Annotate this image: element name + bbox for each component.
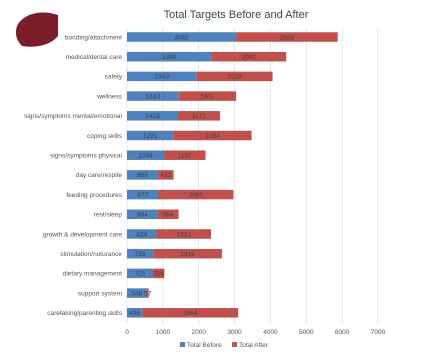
data-label-after: 316 bbox=[153, 271, 164, 278]
category-label: growth & development care bbox=[43, 231, 123, 238]
bar-after bbox=[156, 229, 212, 239]
data-label-before: 1943 bbox=[155, 74, 170, 81]
bar-after bbox=[157, 209, 179, 220]
data-label-after: 1919 bbox=[180, 251, 195, 258]
bar-after bbox=[196, 71, 273, 82]
category-label: rest/sleep bbox=[94, 212, 123, 219]
bar-after bbox=[158, 189, 234, 200]
bar-before bbox=[127, 209, 158, 220]
category-label: caretaking/parenting skills bbox=[47, 310, 123, 317]
bar-after bbox=[211, 51, 287, 62]
category-label: signs/symptoms physical bbox=[50, 153, 122, 160]
data-label-before: 824 bbox=[136, 231, 147, 238]
x-tick-label: 4000 bbox=[263, 329, 278, 336]
category-label: support system bbox=[78, 290, 122, 297]
category-label: signs/symptoms mental/emotional bbox=[24, 113, 122, 120]
x-tick-label: 5000 bbox=[299, 329, 314, 336]
data-label-before: 866 bbox=[137, 172, 148, 179]
category-label: bonding/attachment bbox=[65, 34, 122, 41]
data-label-after: 1171 bbox=[192, 113, 206, 120]
bar-before bbox=[127, 150, 165, 160]
bar-before bbox=[127, 248, 154, 259]
data-label-after: 57 bbox=[144, 290, 152, 297]
category-label: safety bbox=[105, 74, 123, 81]
category-label: day care/respite bbox=[76, 172, 123, 179]
data-label-after: 2664 bbox=[183, 310, 198, 317]
bar-before bbox=[127, 91, 179, 101]
data-label-before: 1291 bbox=[143, 133, 158, 140]
data-label-after: 2116 bbox=[228, 74, 242, 81]
data-label-before: 854 bbox=[137, 212, 148, 219]
data-label-after: 1601 bbox=[200, 93, 215, 100]
bar-before bbox=[127, 32, 237, 42]
bar-after bbox=[178, 111, 221, 121]
data-label-before: 729 bbox=[135, 251, 146, 258]
data-label-after: 2092 bbox=[241, 54, 256, 61]
bar-after bbox=[164, 150, 206, 160]
x-tick-label: 1000 bbox=[156, 329, 171, 336]
data-label-before: 1423 bbox=[145, 113, 160, 120]
category-label: wellness bbox=[96, 93, 123, 100]
x-tick-label: 2000 bbox=[191, 329, 206, 336]
bar-after bbox=[236, 32, 338, 42]
bar-before bbox=[127, 111, 179, 121]
bar-before bbox=[127, 268, 153, 279]
bar-before bbox=[127, 51, 212, 62]
bar-after bbox=[146, 288, 149, 298]
category-label: feeding procedures bbox=[66, 192, 122, 199]
data-label-before: 877 bbox=[137, 192, 148, 199]
bar-after bbox=[158, 170, 174, 180]
legend-label-after: Total After bbox=[239, 342, 269, 349]
data-labels: 3042 2833 2348 2092 1943 2116 1443 1601 1423 1171… bbox=[129, 34, 294, 317]
legend: Total Before Total After bbox=[180, 342, 269, 349]
category-label: medical/dental care bbox=[66, 54, 123, 61]
bar-after bbox=[142, 308, 239, 318]
bar-after bbox=[152, 268, 165, 279]
bars bbox=[127, 32, 338, 318]
data-label-after: 584 bbox=[163, 212, 174, 219]
bar-after bbox=[153, 248, 222, 259]
data-label-after: 2833 bbox=[280, 34, 295, 41]
category-label: coping skills bbox=[87, 133, 123, 140]
bar-before bbox=[127, 288, 147, 298]
data-label-before: 1443 bbox=[146, 93, 161, 100]
category-label: dietary management bbox=[63, 271, 122, 278]
data-label-after: 432 bbox=[160, 172, 171, 179]
logo bbox=[15, 12, 58, 47]
x-tick-label: 3000 bbox=[227, 329, 242, 336]
data-label-after: 1521 bbox=[177, 231, 192, 238]
value-axis: 0 1000 2000 3000 4000 5000 6000 7000 bbox=[125, 329, 385, 336]
data-label-after: 1157 bbox=[178, 153, 192, 160]
bar-before bbox=[127, 229, 157, 239]
data-label-before: 546 bbox=[131, 290, 142, 297]
legend-swatch-after bbox=[232, 342, 237, 347]
bar-before bbox=[127, 170, 159, 180]
category-label: stimulation/nuturance bbox=[60, 251, 122, 258]
data-label-before: 436 bbox=[129, 310, 140, 317]
bar-before bbox=[127, 308, 143, 318]
bar-after bbox=[178, 91, 237, 101]
bar-before bbox=[127, 189, 159, 200]
data-label-before: 725 bbox=[135, 271, 146, 278]
x-tick-label: 7000 bbox=[371, 329, 386, 336]
data-label-before: 3042 bbox=[174, 34, 189, 41]
bar-before bbox=[127, 71, 197, 82]
x-tick-label: 0 bbox=[125, 329, 129, 336]
data-label-after: 2091 bbox=[189, 192, 204, 199]
maroon-shield-icon bbox=[15, 12, 58, 47]
x-tick-label: 6000 bbox=[335, 329, 350, 336]
bar-before bbox=[127, 130, 174, 141]
category-axis: bonding/attachment medical/dental care saf… bbox=[24, 34, 123, 317]
data-label-after: 2184 bbox=[205, 133, 220, 140]
data-label-before: 1034 bbox=[138, 153, 153, 160]
data-label-before: 2348 bbox=[162, 54, 177, 61]
chart-title: Total Targets Before and After bbox=[164, 9, 309, 21]
bar-after bbox=[173, 130, 252, 141]
legend-label-before: Total Before bbox=[187, 342, 222, 349]
legend-swatch-before bbox=[180, 342, 185, 347]
